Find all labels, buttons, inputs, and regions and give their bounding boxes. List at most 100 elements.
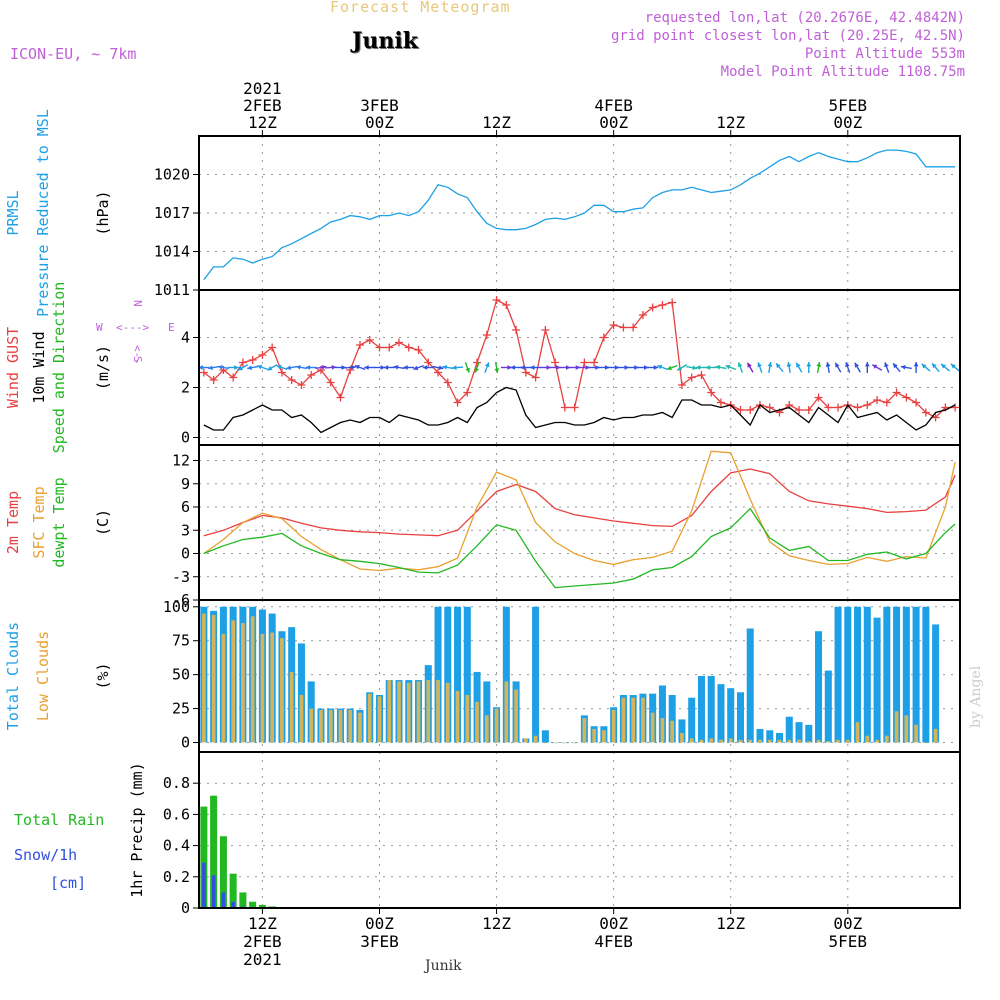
unit-label: (hPa) [94,190,112,235]
wind-arrow [464,362,470,373]
bar-low [923,742,928,744]
bar-low [465,695,470,743]
bar-low [563,742,567,744]
wind-arrow-head [351,365,356,370]
gust-point [336,393,345,402]
bar-low [211,614,216,743]
gust-point [668,298,677,307]
wind-arrow [715,364,727,370]
gust-point [707,388,716,397]
gust-point [443,378,452,387]
precip-legend-snow: Snow/1h [14,846,77,864]
gust-point [834,403,843,412]
wind-arrow-head [296,364,301,370]
wind-arrow-head [864,362,870,367]
wind-arrow [257,364,268,371]
wind-arrow-head [380,365,385,370]
bar-low [328,709,333,743]
compass-west: W [96,321,103,334]
y-tick-label: 1020 [154,166,190,184]
bar-low [826,741,831,743]
y-axis-label: Low Clouds [34,631,52,721]
gust-point [765,403,774,412]
gust-point [502,301,511,309]
gust-point [795,406,804,414]
bar-total [775,733,784,743]
y-axis-label: 1hr Precip (mm) [128,762,146,897]
wind-arrow-head [767,362,773,367]
bar-low [592,728,596,743]
wind-arrow-head [413,365,419,371]
wind-arrow-head [507,365,512,370]
wind-arrow-head [725,364,731,370]
y-tick-label: 50 [172,666,190,684]
bar-total_rain [249,901,257,908]
wind-arrow [795,362,803,373]
wind-arrow [373,365,385,370]
bar-low [202,613,206,743]
requested-coords: requested lon,lat (20.2676E, 42.4842N) [644,10,965,26]
wind-arrow [539,365,551,370]
wind-arrow [746,362,754,373]
wind-arrow-head [786,362,792,367]
bar-low [319,709,323,743]
bar-low [806,741,811,743]
bar-total [746,628,754,743]
bar-low [367,693,372,743]
wind-arrow-head [238,365,244,371]
wind-arrow [315,364,327,370]
wind-arrow-head [657,364,663,370]
unit-label: (C) [94,509,112,536]
gust-point [385,343,394,352]
series-line-sfc [203,450,956,572]
gust-point [824,403,833,412]
gust-point [297,381,306,389]
bar-low [836,739,840,743]
y-tick-label: -6 [172,591,190,609]
wind-arrow [871,364,883,371]
wind-arrow [775,362,784,373]
compass-south: S [131,356,144,363]
wind-arrow-head [383,365,389,370]
gust-point [258,351,267,359]
bar-total [912,606,920,743]
wind-arrow [227,365,239,370]
gust-point [873,396,882,404]
bar-low [533,735,538,743]
gust-point [277,368,286,377]
bar-low [523,738,528,743]
bottom-time-label: 5FEB [829,932,868,951]
top-time-label: 12Z [716,113,745,132]
bar-low [758,739,762,743]
unit-label: (%) [94,662,112,689]
wind-arrow [286,365,298,371]
gust-point [521,368,530,377]
wind-arrow-head [653,365,659,370]
bar-low [933,728,938,743]
bar-total_rain [239,892,247,908]
wind-arrow-head [393,364,399,370]
top-title: Forecast Meteogram [330,0,511,16]
wind-arrow-head [932,363,937,369]
bar-low [543,742,548,744]
wind-arrow-head [757,362,762,368]
bar-total_rain [219,836,227,908]
bar-total [824,670,832,743]
bar-low [602,730,606,743]
bottom-time-label: 00Z [833,914,862,933]
bar-low [797,739,801,743]
wind-arrow-head [715,364,721,370]
bar-total [922,606,930,743]
bar-low [845,739,850,743]
wind-arrow-head [605,365,610,370]
bar-snow [221,892,226,908]
bottom-time-label: 12Z [482,914,511,933]
gust-point [599,333,608,342]
gust-point [687,373,696,382]
precip-legend-rain: Total Rain [14,811,104,829]
wind-arrow-head [510,365,515,370]
gust-point [307,371,316,379]
wind-arrow [403,365,415,370]
wind-arrow-head [900,364,906,370]
